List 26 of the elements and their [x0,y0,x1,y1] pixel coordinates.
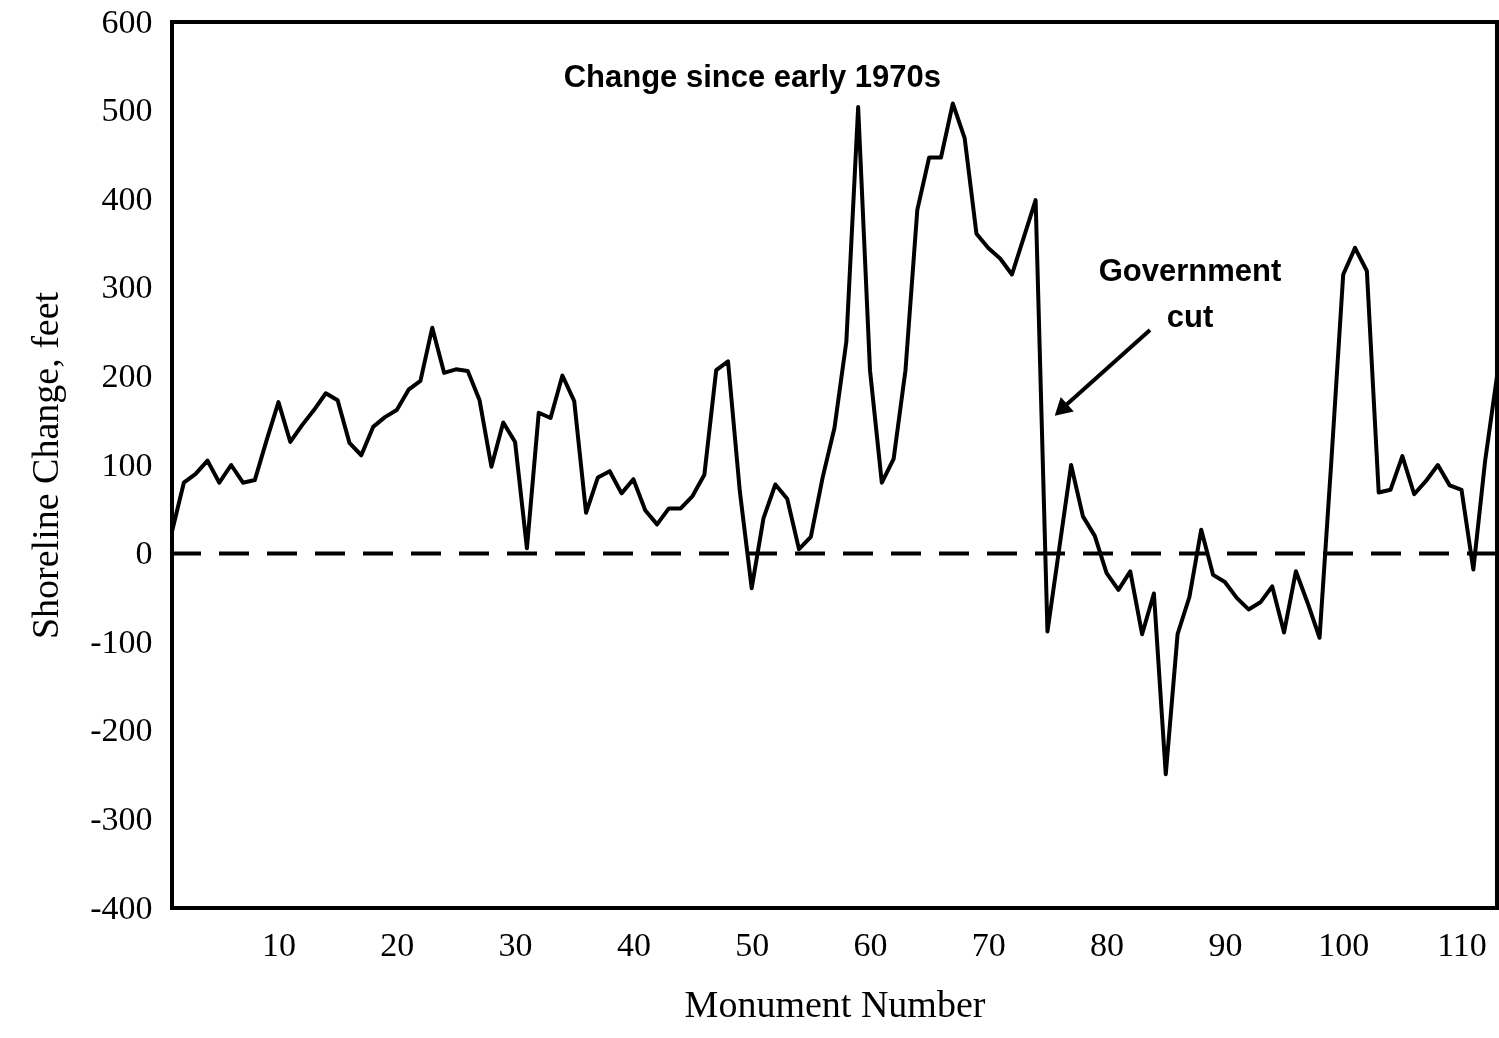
x-tick-label: 50 [735,925,770,963]
x-tick-label: 20 [380,925,415,963]
annotation: Government cut [1098,253,1282,334]
y-tick-label: 600 [101,2,153,40]
y-tick-label: 100 [101,445,153,483]
y-tick-label: 200 [101,356,153,394]
y-tick-label: -400 [90,888,153,926]
y-tick-label: 0 [135,534,153,572]
y-axis-title: Shoreline Change, feet [24,291,67,640]
x-tick-label: 30 [498,925,533,963]
x-tick-label: 100 [1318,925,1370,963]
x-tick-label: 70 [971,925,1006,963]
x-tick-label: 60 [853,925,888,963]
y-tick-label: 300 [101,268,153,306]
x-axis-title: Monument Number [684,982,986,1025]
x-tick-label: 110 [1437,925,1487,963]
annotation: Change since early 1970s [563,59,942,94]
x-tick-label: 90 [1208,925,1243,963]
x-tick-label: 10 [261,925,296,963]
x-tick-label: 40 [616,925,651,963]
y-tick-label: 500 [101,91,153,129]
x-tick-label: 80 [1090,925,1125,963]
y-tick-label: -300 [90,799,153,837]
y-tick-label: -100 [90,622,153,660]
y-tick-label: -200 [90,711,153,749]
y-tick-label: 400 [101,179,153,217]
